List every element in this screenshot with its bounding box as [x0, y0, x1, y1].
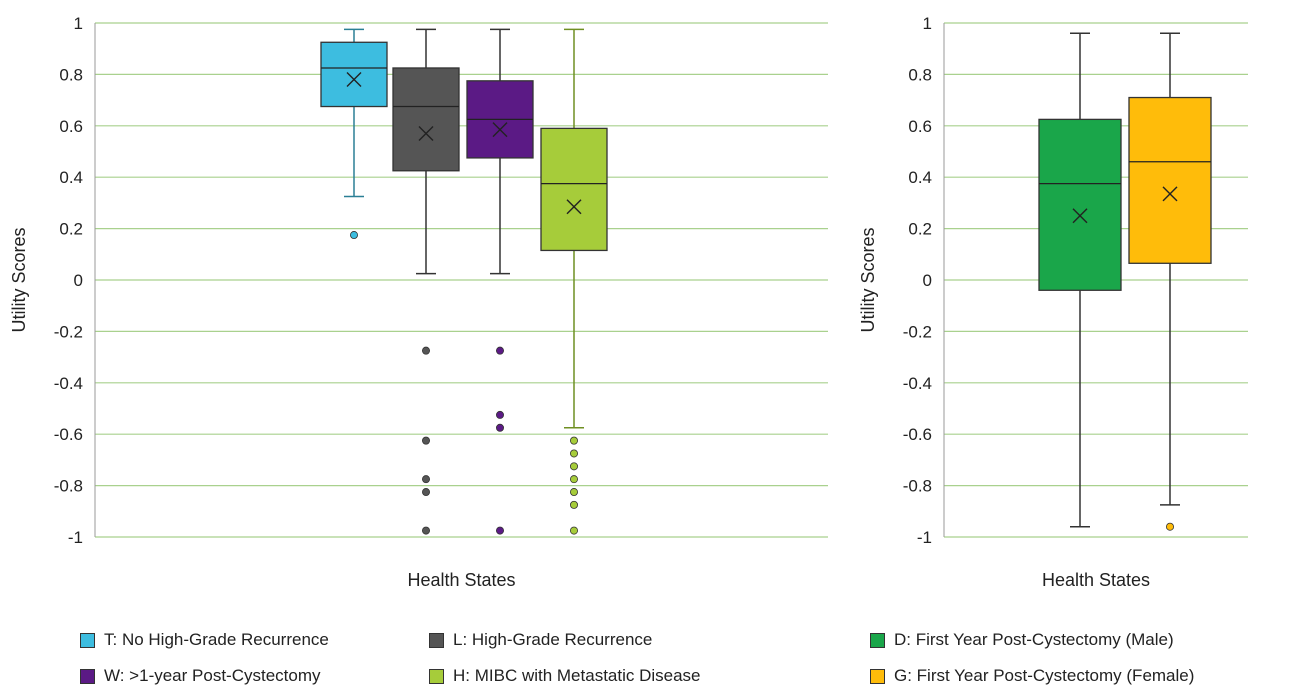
outlier-point: [570, 488, 579, 497]
legend-swatch-g: [870, 668, 885, 684]
y-tick-label: 0.2: [59, 220, 83, 239]
outlier-point: [495, 410, 504, 419]
outlier-point: [495, 526, 504, 535]
box-g: [1128, 32, 1212, 531]
legend-item-l: L: High-Grade Recurrence: [429, 630, 652, 650]
y-axis-label: Utility Scores: [858, 227, 878, 332]
outlier-point: [421, 346, 430, 355]
mean-marker: [1162, 186, 1178, 202]
y-tick-label: -0.8: [54, 477, 83, 496]
outlier-point: [1166, 522, 1175, 531]
outlier-point: [570, 526, 579, 535]
right-boxplot-panel: 1 0.8 0.6 0.4 0.2 0 -0.2 -0.4 -0.6 -0.8 -1 Utility …: [858, 14, 1248, 590]
outlier-point: [570, 475, 579, 484]
y-tick-label: 0.8: [908, 65, 932, 84]
outlier-point: [570, 500, 579, 509]
legend-item-h: H: MIBC with Metastatic Disease: [429, 666, 701, 686]
box-l: [392, 28, 460, 535]
y-tick-label: 0: [923, 271, 932, 290]
y-tick-label: 0.6: [908, 117, 932, 136]
y-tick-label: -0.6: [903, 425, 932, 444]
y-tick-label: -0.4: [54, 374, 83, 393]
box-iqr: [540, 127, 608, 252]
box-t: [320, 28, 388, 240]
y-tick-label: -0.8: [903, 477, 932, 496]
legend-swatch-d: [870, 632, 885, 648]
box-iqr: [1128, 96, 1212, 264]
y-tick-label: -0.4: [903, 374, 932, 393]
y-tick-label: -0.6: [54, 425, 83, 444]
outlier-point: [349, 231, 358, 240]
legend-label-g: G: First Year Post-Cystectomy (Female): [894, 666, 1195, 685]
y-tick-label: 1: [74, 14, 83, 33]
outlier-point: [495, 346, 504, 355]
outlier-point: [495, 423, 504, 432]
y-tick-label: 0.8: [59, 65, 83, 84]
y-tick-label: -0.2: [903, 322, 932, 341]
legend-label-l: L: High-Grade Recurrence: [453, 630, 653, 649]
legend-item-g: G: First Year Post-Cystectomy (Female): [870, 666, 1194, 686]
legend-label-d: D: First Year Post-Cystectomy (Male): [894, 630, 1174, 649]
y-tick-label: 0: [74, 271, 83, 290]
box-iqr: [392, 67, 460, 172]
legend-swatch-t: [80, 632, 95, 648]
legend-item-t: T: No High-Grade Recurrence: [80, 630, 329, 650]
mean-marker: [346, 72, 362, 88]
y-tick-label: 1: [923, 14, 932, 33]
y-tick-label: -0.2: [54, 322, 83, 341]
box-d: [1038, 32, 1122, 528]
box-iqr: [320, 41, 388, 108]
y-tick-label: 0.4: [59, 168, 83, 187]
y-tick-label: -1: [68, 528, 83, 547]
mean-marker: [1072, 208, 1088, 224]
y-tick-label: 0.6: [59, 117, 83, 136]
legend-label-t: T: No High-Grade Recurrence: [104, 630, 329, 649]
outlier-point: [421, 436, 430, 445]
y-tick-label: 0.2: [908, 220, 932, 239]
legend-swatch-h: [429, 668, 444, 684]
outlier-point: [421, 475, 430, 484]
legend-swatch-l: [429, 632, 444, 648]
x-axis-label: Health States: [407, 570, 515, 590]
mean-marker: [418, 126, 434, 142]
legend-item-w: W: >1-year Post-Cystectomy: [80, 666, 321, 686]
left-boxplot-panel: 1 0.8 0.6 0.4 0.2 0 -0.2 -0.4 -0.6 -0.8 -1 Utility …: [9, 14, 828, 590]
y-tick-label: -1: [917, 528, 932, 547]
mean-marker: [566, 199, 582, 215]
box-w: [466, 28, 534, 535]
legend-item-d: D: First Year Post-Cystectomy (Male): [870, 630, 1174, 650]
legend-swatch-w: [80, 668, 95, 684]
legend-label-w: W: >1-year Post-Cystectomy: [104, 666, 321, 685]
outlier-point: [421, 488, 430, 497]
box-h: [540, 28, 608, 535]
y-axis-label: Utility Scores: [9, 227, 29, 332]
mean-marker: [492, 122, 508, 138]
legend-label-h: H: MIBC with Metastatic Disease: [453, 666, 701, 685]
outlier-point: [570, 462, 579, 471]
x-axis-label: Health States: [1042, 570, 1150, 590]
outlier-point: [570, 449, 579, 458]
y-tick-label: 0.4: [908, 168, 932, 187]
outlier-point: [570, 436, 579, 445]
box-iqr: [1038, 118, 1122, 291]
outlier-point: [421, 526, 430, 535]
